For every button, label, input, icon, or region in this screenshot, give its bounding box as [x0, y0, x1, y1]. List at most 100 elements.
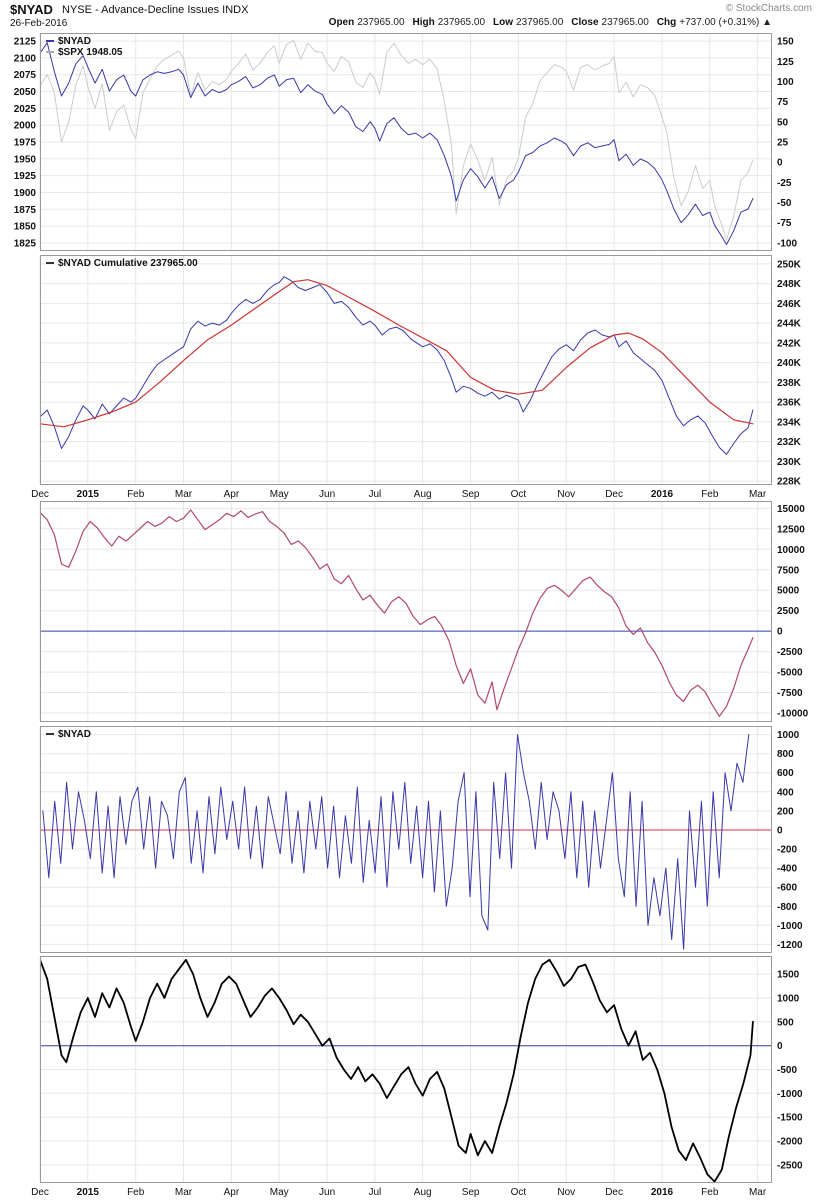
- x-axis-tick-label: Jun: [319, 1187, 335, 1198]
- quote-value: +737.00 (+0.31%) ▲: [679, 17, 772, 28]
- y-axis-tick-label-left: 2075: [14, 70, 37, 81]
- x-axis-tick-label: Jun: [319, 489, 335, 500]
- symbol-description: NYSE - Advance-Decline Issues INDX: [62, 4, 249, 16]
- x-axis-tick-label: Feb: [701, 489, 719, 500]
- chart-header: $NYAD NYSE - Advance-Decline Issues INDX…: [0, 0, 820, 32]
- copyright: © StockCharts.com: [725, 3, 812, 14]
- y-axis-tick-label: 125: [777, 57, 794, 68]
- series-line-breadth-oscillator: [41, 509, 754, 717]
- y-axis-tick-label: -500: [777, 1065, 797, 1076]
- x-axis-tick-label: Feb: [127, 1187, 145, 1198]
- x-axis-tick-label: Apr: [224, 489, 240, 500]
- y-axis-tick-label: -1000: [777, 921, 803, 932]
- plot-border: [40, 33, 772, 251]
- x-axis-tick-label: Aug: [414, 1187, 432, 1198]
- y-axis-tick-label: 250K: [777, 259, 802, 270]
- y-axis-tick-label: 75: [777, 97, 789, 108]
- x-axis-tick-label: Oct: [511, 1187, 527, 1198]
- x-axis-tick-label: Sep: [462, 1187, 480, 1198]
- y-axis-tick-label: 7500: [777, 565, 800, 576]
- y-axis-tick-label: 1000: [777, 994, 800, 1005]
- series-line-moving-average: [41, 279, 754, 428]
- plot-background: [40, 726, 772, 953]
- quote-line: Open 237965.00 High 237965.00 Low 237965.00 Cl…: [321, 17, 772, 28]
- panel-price-overlay: 150 125 100 75 50 25 0 -25 -50 -75 -100 2125 2100 207…: [14, 33, 797, 251]
- y-axis-tick-label: -1000: [777, 1089, 803, 1100]
- chart-date: 26-Feb-2016: [10, 18, 68, 29]
- y-axis-tick-label-left: 2100: [14, 53, 37, 64]
- y-axis-tick-label: 15000: [777, 504, 805, 515]
- y-axis-tick-label: -10000: [777, 709, 809, 720]
- x-axis-tick-label: Sep: [462, 489, 480, 500]
- y-axis-tick-label: 244K: [777, 319, 802, 330]
- y-axis-tick-label-left: 1950: [14, 154, 37, 165]
- y-axis-tick-label: 230K: [777, 457, 802, 468]
- y-axis-tick-label: -2500: [777, 1160, 803, 1171]
- y-axis-tick-label: 10000: [777, 545, 805, 556]
- y-axis-tick-label-left: 2050: [14, 87, 37, 98]
- y-axis-tick-label: -25: [777, 178, 792, 189]
- y-axis-tick-label: 0: [777, 627, 783, 638]
- x-axis-tick-label: 2016: [651, 489, 674, 500]
- x-axis-tick-label: Jul: [369, 1187, 382, 1198]
- panel-breadth-oscillator: 15000 12500 10000 7500 5000 2500 0 -2500 -5000 -7…: [39, 501, 809, 722]
- y-axis-tick-label: 500: [777, 1017, 794, 1028]
- y-axis-tick-label-left: 1825: [14, 238, 37, 249]
- y-axis-tick-label: 246K: [777, 299, 802, 310]
- y-axis-tick-label: 1500: [777, 970, 800, 981]
- x-axis-tick-label: 2015: [77, 1187, 100, 1198]
- quote-value: 237965.00: [437, 17, 486, 28]
- y-axis-tick-label-left: 2025: [14, 104, 37, 115]
- symbol: $NYAD: [10, 2, 53, 17]
- x-axis-labels: Dec 2015 Feb Mar Apr May Jun Jul Aug Sep Oct Nov Dec…: [31, 1187, 767, 1198]
- panel-nyad-daily: 1000 800 600 400 200 0 -200 -400 -600 -800 -1000 -1…: [39, 726, 803, 953]
- legend-label: $NYAD: [58, 36, 91, 47]
- y-axis-tick-label: 150: [777, 37, 794, 48]
- x-axis-tick-label: Mar: [749, 489, 767, 500]
- y-axis-tick-label: 800: [777, 749, 794, 760]
- x-axis-tick-label: Jul: [369, 489, 382, 500]
- x-axis-tick-label: Aug: [414, 489, 432, 500]
- y-axis-tick-label: -75: [777, 218, 792, 229]
- y-axis-tick-label-left: 2000: [14, 121, 37, 132]
- plot-background: [40, 255, 772, 485]
- y-axis-tick-label: 12500: [777, 524, 805, 535]
- legend-label: $NYAD Cumulative 237965.00: [58, 258, 198, 269]
- y-axis-tick-label: 248K: [777, 279, 802, 290]
- series-line-smoothed-breadth: [41, 958, 754, 1182]
- y-axis-tick-label: -800: [777, 902, 797, 913]
- x-axis-labels: Dec 2015 Feb Mar Apr May Jun Jul Aug Sep Oct Nov Dec…: [31, 489, 767, 500]
- x-axis-tick-label: May: [270, 489, 289, 500]
- panel-smoothed-breadth: 1500 1000 500 0 -500 -1000 -1500 -2000 -2500: [39, 956, 803, 1183]
- series-line-nyad-cumulative: [41, 276, 754, 455]
- x-axis-tick-label: Apr: [224, 1187, 240, 1198]
- y-axis-tick-label: 0: [777, 826, 783, 837]
- x-axis-tick-label: May: [270, 1187, 289, 1198]
- x-axis-tick-label: Dec: [31, 1187, 49, 1198]
- series-line-nyad-daily: [42, 734, 750, 950]
- x-axis-tick-label: Mar: [175, 489, 193, 500]
- x-axis-tick-label: Oct: [511, 489, 527, 500]
- y-axis-tick-label: -5000: [777, 668, 803, 679]
- y-axis-tick-label-left: 1900: [14, 188, 37, 199]
- y-axis-tick-label: 100: [777, 77, 794, 88]
- x-axis-tick-label: Dec: [605, 489, 623, 500]
- series-line-spx: [41, 39, 754, 241]
- y-axis-tick-label: -200: [777, 845, 797, 856]
- plot-border: [40, 956, 772, 1183]
- y-axis-tick-label: 238K: [777, 378, 802, 389]
- plot-border: [40, 726, 772, 953]
- y-axis-tick-label: 232K: [777, 437, 802, 448]
- x-axis-tick-label: Mar: [749, 1187, 767, 1198]
- x-axis-tick-label: Mar: [175, 1187, 193, 1198]
- y-axis-tick-label: 0: [777, 158, 783, 169]
- y-axis-tick-label: -600: [777, 883, 797, 894]
- y-axis-tick-label: -1500: [777, 1113, 803, 1124]
- quote-value: 237965.00: [601, 17, 649, 28]
- quote-label: Chg: [656, 17, 677, 28]
- y-axis-tick-label: -7500: [777, 688, 803, 699]
- y-axis-tick-label: 600: [777, 768, 794, 779]
- y-axis-tick-label: 240K: [777, 358, 802, 369]
- y-axis-tick-label: 400: [777, 787, 794, 798]
